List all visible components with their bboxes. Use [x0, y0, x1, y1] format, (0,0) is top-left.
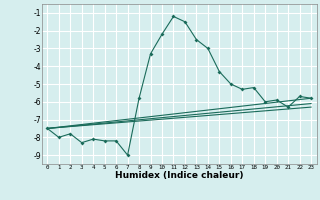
X-axis label: Humidex (Indice chaleur): Humidex (Indice chaleur) [115, 171, 244, 180]
